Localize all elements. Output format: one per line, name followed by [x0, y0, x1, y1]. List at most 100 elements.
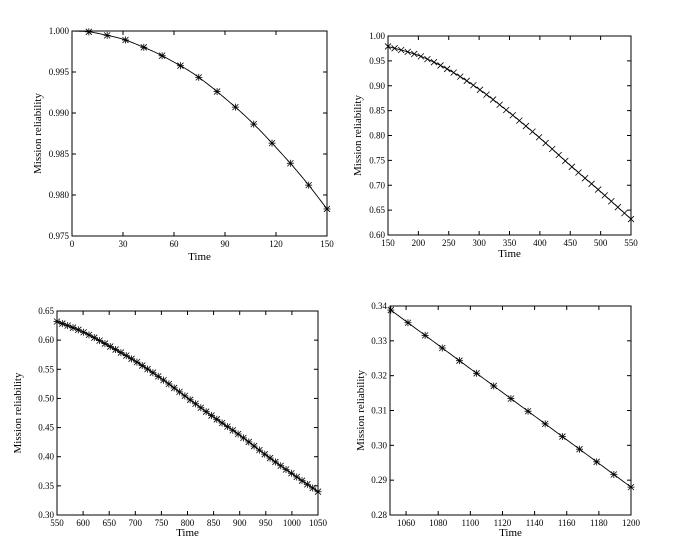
y-tick-label: 0.35: [38, 481, 54, 491]
x-tick-label: 0: [70, 239, 75, 249]
chart-panel-1: 0 30 60 90 120 150 0.975 0.980 0.985 0.990 0.995 1.…: [32, 26, 334, 263]
plot-frame: [389, 305, 632, 516]
data-point: [218, 419, 226, 427]
chart-panel-2: 150 200 250 300 350 400 450 500 550 0.60 0.65 0.70 0…: [352, 31, 638, 260]
y-axis-title: Mission reliability: [355, 370, 367, 451]
data-point: [298, 477, 306, 485]
y-tick-label: 0.28: [371, 510, 387, 520]
data-point: [85, 28, 93, 36]
x-tick-label: 600: [76, 518, 90, 528]
y-tick-label: 0.33: [371, 336, 387, 346]
data-point: [476, 86, 484, 94]
data-point: [117, 349, 125, 357]
data-point: [239, 434, 247, 442]
y-axis-title: Mission reliability: [12, 372, 24, 453]
data-point: [245, 438, 253, 446]
x-tick-label: 300: [472, 238, 486, 248]
y-tick-label: 0.29: [371, 475, 387, 485]
x-tick-label: 750: [155, 518, 169, 528]
data-point: [261, 450, 269, 458]
data-point: [122, 352, 130, 360]
data-point: [287, 469, 295, 477]
data-point: [507, 395, 515, 403]
data-point: [197, 404, 205, 412]
x-tick-label: 1180: [590, 518, 608, 528]
data-point: [627, 215, 635, 223]
chart-panel-3: 550 600 650 700 750 800 850 900 950 1000 1050 0.30 0…: [12, 306, 328, 539]
x-tick-label: 700: [129, 518, 143, 528]
data-point: [277, 462, 285, 470]
data-point: [170, 384, 178, 392]
x-tick-label: 30: [119, 239, 129, 249]
y-tick-label: 0.60: [369, 230, 385, 240]
data-point: [610, 470, 618, 478]
data-point: [608, 197, 615, 205]
data-point: [421, 331, 429, 339]
x-tick-label: 1080: [429, 518, 448, 528]
x-tick-label: 1060: [397, 518, 416, 528]
data-point: [489, 96, 497, 103]
data-point: [286, 159, 294, 167]
data-point: [103, 31, 111, 39]
x-tick-label: 500: [594, 238, 608, 248]
data-point: [404, 319, 412, 327]
x-tick-label: 1140: [526, 518, 544, 528]
data-point: [594, 186, 602, 193]
data-point: [186, 396, 194, 404]
y-tick-label: 0.975: [49, 231, 70, 241]
x-tick-label: 1000: [283, 518, 302, 528]
data-point: [160, 376, 168, 384]
y-tick-label: 0.60: [38, 335, 54, 345]
y-axis-title: Mission reliability: [32, 93, 44, 174]
data-point: [524, 407, 532, 415]
data-point: [387, 306, 395, 314]
data-point: [529, 128, 536, 135]
x-tick-label: 450: [564, 238, 578, 248]
data-point: [593, 458, 601, 466]
data-point: [106, 343, 114, 351]
data-point: [601, 192, 609, 199]
x-tick-label: 850: [207, 518, 221, 528]
data-point: [191, 400, 199, 408]
data-point: [437, 62, 444, 69]
data-point: [548, 145, 556, 153]
data-point: [424, 55, 431, 63]
y-axis-title: Mission reliability: [352, 95, 364, 176]
x-tick-label: 150: [381, 238, 395, 248]
data-point: [496, 101, 503, 109]
data-point: [417, 53, 425, 60]
data-point: [234, 430, 242, 438]
y-tick-label: 0.85: [369, 106, 385, 116]
y-tick-label: 0.990: [49, 108, 70, 118]
x-tick-label: 800: [181, 518, 195, 528]
x-tick-label: 550: [50, 518, 64, 528]
y-tick-label: 0.95: [369, 56, 385, 66]
y-tick-label: 0.30: [371, 440, 387, 450]
data-point: [268, 139, 276, 147]
y-tick-label: 0.65: [369, 205, 385, 215]
data-point: [138, 362, 146, 370]
data-point: [121, 36, 129, 44]
y-tick-label: 0.55: [38, 364, 54, 374]
data-point: [271, 458, 279, 466]
data-point: [128, 355, 136, 363]
data-point: [165, 380, 173, 388]
data-point: [133, 358, 141, 366]
data-point: [323, 205, 331, 213]
data-point: [562, 157, 569, 165]
x-tick-label: 250: [442, 238, 456, 248]
data-point: [223, 423, 231, 431]
data-point: [397, 46, 405, 54]
data-point: [516, 117, 523, 124]
x-tick-label: 1050: [309, 518, 328, 528]
y-tick-label: 0.30: [38, 510, 54, 520]
y-tick-label: 0.75: [369, 155, 385, 165]
data-point: [509, 111, 517, 119]
data-point: [450, 69, 457, 76]
series-line: [387, 46, 632, 220]
y-tick-label: 0.32: [371, 371, 387, 381]
data-point: [181, 392, 189, 400]
x-tick-label: 150: [320, 239, 334, 249]
data-point: [588, 180, 595, 188]
